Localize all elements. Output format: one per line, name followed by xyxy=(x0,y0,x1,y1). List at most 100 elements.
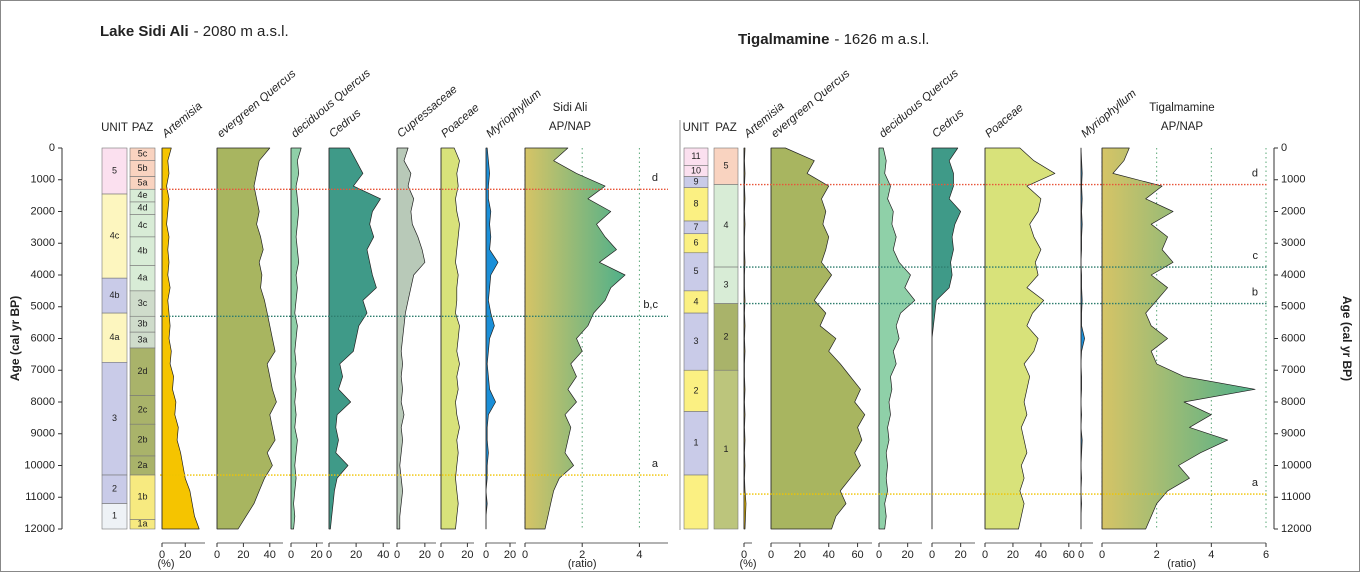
x-tick-label: 20 xyxy=(1007,549,1019,561)
zone-block xyxy=(713,147,739,185)
x-tick-label: 40 xyxy=(823,549,835,561)
ratio-axis-label: (ratio) xyxy=(1167,558,1196,570)
ratio-title: Tigalmamine xyxy=(1149,102,1214,114)
zone-label: 4b xyxy=(137,246,147,256)
unit-label: 5 xyxy=(693,266,698,276)
zone-block xyxy=(129,290,156,317)
y-axis-label: Age (cal yr BP) xyxy=(1340,296,1354,381)
y-tick-label: 6000 xyxy=(1281,332,1305,344)
unit-label: 4 xyxy=(693,296,698,306)
y-tick-label: 10000 xyxy=(24,459,55,471)
zone-label: 2a xyxy=(137,460,147,470)
x-tick-label: 40 xyxy=(264,549,276,561)
x-tick-label: 20 xyxy=(350,549,362,561)
ratio-title: Sidi Ali xyxy=(553,102,588,114)
x-tick-label: 0 xyxy=(483,549,489,561)
x-tick-label: 4 xyxy=(1208,549,1214,561)
y-tick-label: 0 xyxy=(1281,142,1287,154)
y-tick-label: 3000 xyxy=(31,237,55,249)
unit-block xyxy=(101,147,128,195)
unit-block xyxy=(683,369,709,412)
zone-label: 2 xyxy=(723,331,728,341)
y-tick-label: 1000 xyxy=(1281,174,1305,186)
zone-label: 4a xyxy=(137,273,147,283)
zone-block xyxy=(713,266,739,304)
paz-header: PAZ xyxy=(715,122,737,134)
ratio-axis-label: (ratio) xyxy=(568,558,597,570)
taxon-area xyxy=(161,147,200,530)
zone-block xyxy=(129,519,156,530)
zone-label: 3c xyxy=(138,298,148,308)
site-name: Lake Sidi Ali xyxy=(100,23,189,40)
x-tick-label: 0 xyxy=(522,549,528,561)
taxon-area xyxy=(984,147,1056,530)
zone-label: 4 xyxy=(723,220,728,230)
zone-label: 2d xyxy=(137,366,147,376)
zone-label: 2c xyxy=(138,404,148,414)
x-tick-label: 40 xyxy=(377,549,389,561)
y-tick-label: 8000 xyxy=(31,396,55,408)
paz-header: PAZ xyxy=(132,122,154,134)
x-tick-label: 60 xyxy=(851,549,863,561)
y-tick-label: 11000 xyxy=(1281,491,1311,503)
unit-label: 8 xyxy=(693,199,698,209)
unit-label: 5 xyxy=(112,165,117,175)
y-tick-label: 4000 xyxy=(31,269,55,281)
zone-label: 2b xyxy=(137,434,147,444)
event-label: b xyxy=(1252,286,1258,298)
zone-label: 5b xyxy=(137,163,147,173)
x-tick-label: 0 xyxy=(438,549,444,561)
unit-label: 1 xyxy=(112,511,117,521)
event-label: a xyxy=(652,458,659,470)
x-tick-label: 0 xyxy=(394,549,400,561)
x-tick-label: 20 xyxy=(902,549,914,561)
x-tick-label: 0 xyxy=(982,549,988,561)
x-tick-label: 0 xyxy=(214,549,220,561)
site-elevation: - 1626 m a.s.l. xyxy=(834,31,929,48)
zone-label: 5a xyxy=(137,177,147,187)
unit-block xyxy=(101,277,128,314)
event-label: a xyxy=(1252,477,1259,489)
zone-block xyxy=(129,265,156,292)
x-tick-label: 0 xyxy=(741,549,747,561)
event-label: b,c xyxy=(643,299,658,311)
unit-header: UNIT xyxy=(683,122,710,134)
x-tick-label: 0 xyxy=(1099,549,1105,561)
taxon-area xyxy=(290,147,302,530)
zone-label: 3b xyxy=(137,319,147,329)
x-tick-label: 2 xyxy=(579,549,585,561)
site-elevation: - 2080 m a.s.l. xyxy=(194,23,289,40)
y-tick-label: 3000 xyxy=(1281,237,1305,249)
zone-label: 1a xyxy=(137,519,147,529)
zone-block xyxy=(129,474,156,520)
taxon-area xyxy=(216,147,277,530)
y-tick-label: 2000 xyxy=(31,205,55,217)
zone-label: 5c xyxy=(138,149,148,159)
unit-block xyxy=(683,312,709,371)
x-tick-label: 20 xyxy=(955,549,967,561)
unit-label: 4b xyxy=(109,290,119,300)
zone-block xyxy=(713,184,739,268)
zone-label: 3 xyxy=(723,280,728,290)
event-label: d xyxy=(1252,167,1258,179)
zone-label: 3a xyxy=(137,334,147,344)
x-tick-label: 0 xyxy=(326,549,332,561)
taxon-area xyxy=(770,147,866,530)
site-name: Tigalmamine xyxy=(738,31,829,48)
y-tick-label: 4000 xyxy=(1281,269,1305,281)
pct-axis-label: (%) xyxy=(739,558,756,570)
taxon-area xyxy=(878,147,916,530)
zone-block xyxy=(713,369,739,530)
taxon-area xyxy=(396,147,426,530)
x-tick-label: 20 xyxy=(179,549,191,561)
x-tick-label: 0 xyxy=(1078,549,1084,561)
zone-block xyxy=(129,236,156,266)
y-tick-label: 11000 xyxy=(25,491,55,503)
y-tick-label: 0 xyxy=(49,142,55,154)
unit-block xyxy=(683,187,709,222)
x-tick-label: 40 xyxy=(1035,549,1047,561)
taxon-area xyxy=(1080,147,1085,530)
unit-label: 10 xyxy=(691,165,701,175)
unit-label: 4a xyxy=(109,332,119,342)
zone-label: 1b xyxy=(137,492,147,502)
